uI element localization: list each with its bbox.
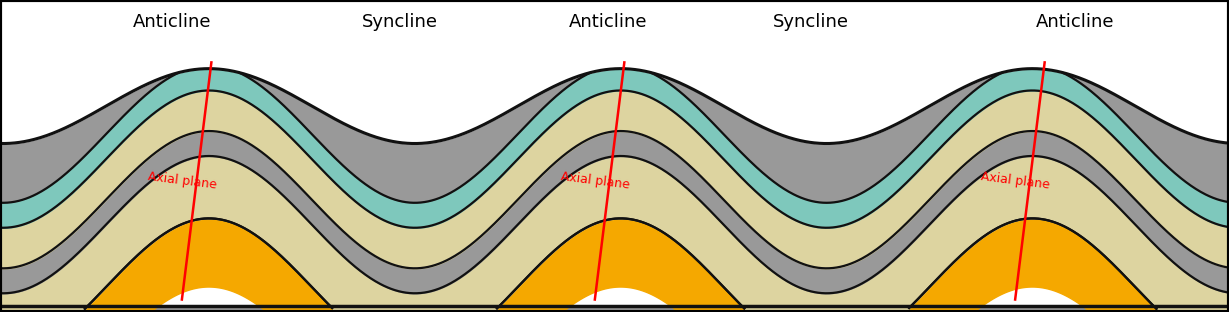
Text: Syncline: Syncline — [773, 13, 849, 31]
Text: Syncline: Syncline — [361, 13, 438, 31]
Text: Axial plane: Axial plane — [559, 170, 630, 192]
Text: Axial plane: Axial plane — [980, 170, 1051, 192]
Text: Axial plane: Axial plane — [146, 170, 218, 192]
Text: Anticline: Anticline — [133, 13, 211, 31]
Text: Anticline: Anticline — [569, 13, 648, 31]
Text: Anticline: Anticline — [1036, 13, 1115, 31]
